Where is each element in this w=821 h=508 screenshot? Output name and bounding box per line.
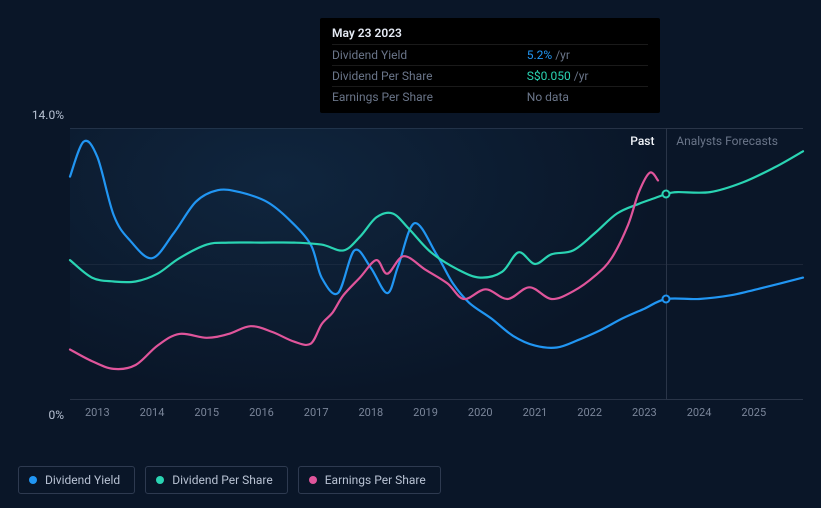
x-tick-label: 2020: [468, 406, 493, 419]
tooltip-row: Dividend Per Share S$0.050/yr: [332, 66, 648, 87]
x-axis-ticks: 2013 2014 2015 2016 2017 2018 2019 2020 2021 2022…: [70, 406, 803, 424]
legend-item-earnings-per-share[interactable]: Earnings Per Share: [298, 466, 441, 494]
series-marker: [662, 190, 671, 199]
chart-tooltip: May 23 2023 Dividend Yield 5.2%/yr Divid…: [320, 18, 660, 113]
x-tick-label: 2017: [304, 406, 329, 419]
x-tick-label: 2019: [413, 406, 438, 419]
legend-dot-icon: [29, 476, 37, 484]
x-tick-label: 2013: [85, 406, 110, 419]
tooltip-metric-label: Dividend Per Share: [332, 66, 517, 87]
chart-legend: Dividend Yield Dividend Per Share Earnin…: [18, 466, 441, 494]
y-axis-max-label: 14.0%: [18, 108, 64, 122]
x-tick-label: 2018: [358, 406, 383, 419]
legend-dot-icon: [309, 476, 317, 484]
x-tick-label: 2025: [741, 406, 766, 419]
legend-dot-icon: [156, 476, 164, 484]
legend-label: Dividend Yield: [45, 473, 120, 487]
tooltip-metric-label: Dividend Yield: [332, 45, 517, 66]
dividend-chart[interactable]: 14.0% 0% Past Analysts Forecasts 2013201…: [18, 100, 803, 430]
tooltip-metric-value: S$0.050/yr: [517, 66, 648, 87]
x-tick-label: 2015: [194, 406, 219, 419]
legend-label: Earnings Per Share: [325, 473, 426, 487]
legend-item-dividend-per-share[interactable]: Dividend Per Share: [145, 466, 288, 494]
y-axis-min-label: 0%: [18, 408, 64, 422]
x-tick-label: 2014: [140, 406, 165, 419]
tooltip-table: Dividend Yield 5.2%/yr Dividend Per Shar…: [332, 44, 648, 107]
legend-item-dividend-yield[interactable]: Dividend Yield: [18, 466, 135, 494]
x-tick-label: 2022: [577, 406, 602, 419]
x-tick-label: 2021: [523, 406, 548, 419]
tooltip-date: May 23 2023: [332, 26, 648, 40]
tooltip-metric-value: 5.2%/yr: [517, 45, 648, 66]
x-tick-label: 2023: [632, 406, 657, 419]
legend-label: Dividend Per Share: [172, 473, 273, 487]
series-marker: [662, 294, 671, 303]
tooltip-row: Dividend Yield 5.2%/yr: [332, 45, 648, 66]
x-tick-label: 2016: [249, 406, 274, 419]
x-tick-label: 2024: [687, 406, 712, 419]
chart-lines: [70, 128, 803, 400]
